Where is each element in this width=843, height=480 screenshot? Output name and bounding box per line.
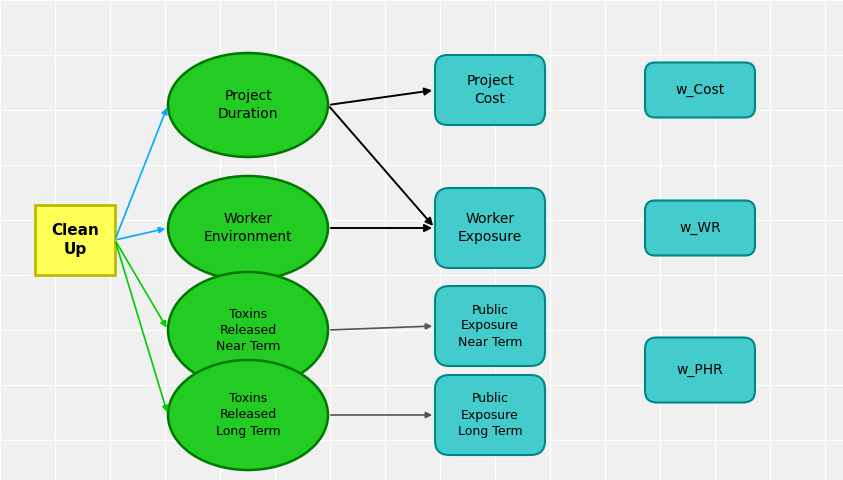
Bar [35,205,115,275]
Text: Worker
Exposure: Worker Exposure [458,212,522,244]
Ellipse shape [168,360,328,470]
Text: Public
Exposure
Near Term: Public Exposure Near Term [458,303,522,348]
Text: Project
Duration: Project Duration [217,89,278,120]
Text: Toxins
Released
Long Term: Toxins Released Long Term [216,393,281,437]
Ellipse shape [168,176,328,280]
FancyBboxPatch shape [435,286,545,366]
FancyBboxPatch shape [435,55,545,125]
FancyBboxPatch shape [645,337,755,403]
Text: w_PHR: w_PHR [677,363,723,377]
FancyBboxPatch shape [645,201,755,255]
Text: Project
Cost: Project Cost [466,74,514,106]
Text: Clean
Up: Clean Up [51,223,99,257]
Text: w_Cost: w_Cost [675,83,725,97]
Text: Public
Exposure
Long Term: Public Exposure Long Term [458,393,523,437]
Text: w_WR: w_WR [679,221,721,235]
FancyBboxPatch shape [645,62,755,118]
Ellipse shape [168,272,328,388]
Ellipse shape [168,53,328,157]
FancyBboxPatch shape [435,375,545,455]
Text: Worker
Environment: Worker Environment [204,212,293,244]
FancyBboxPatch shape [435,188,545,268]
Text: Toxins
Released
Near Term: Toxins Released Near Term [216,308,280,352]
